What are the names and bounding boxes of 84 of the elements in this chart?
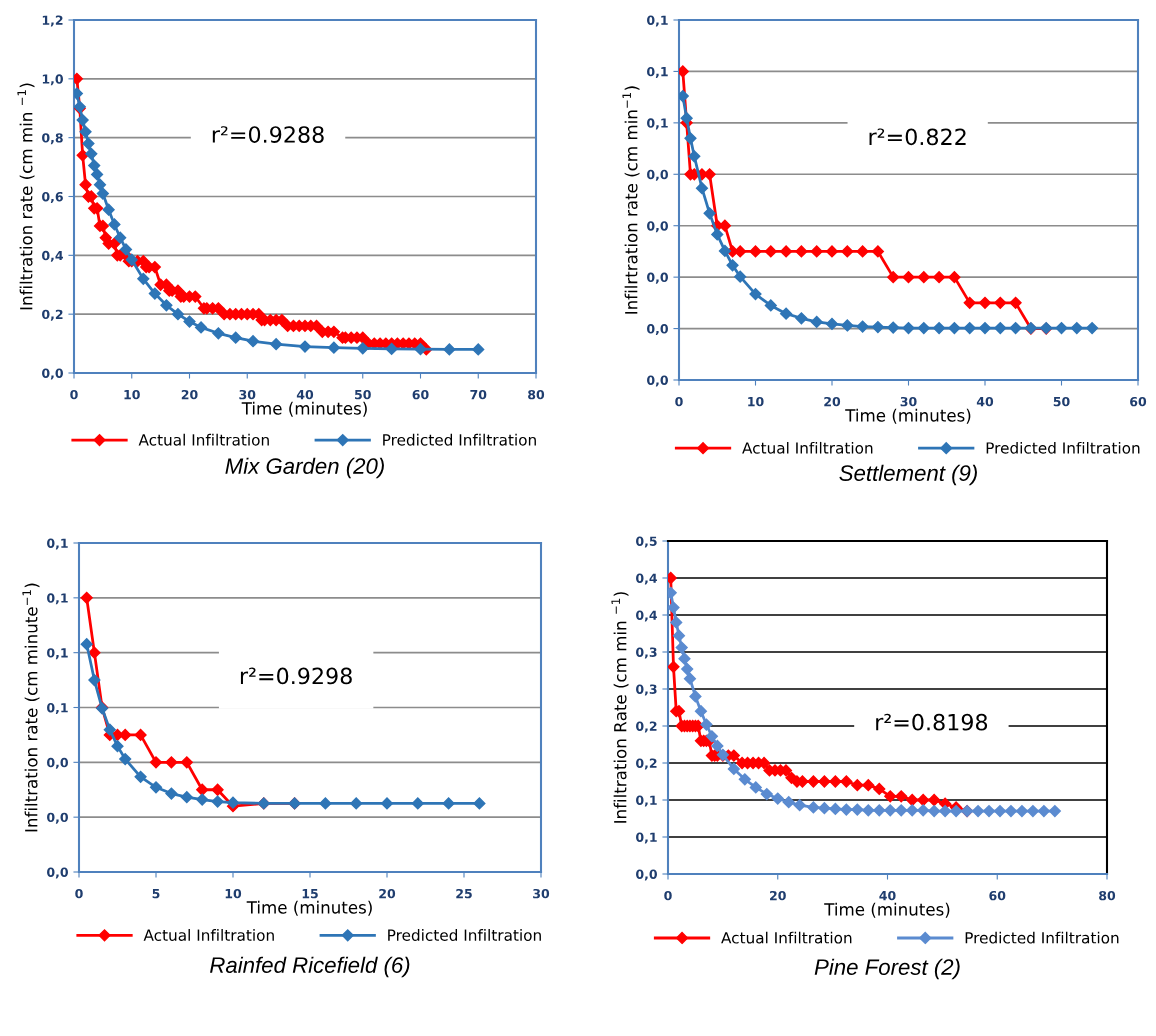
legend-label: Predicted Infiltration [965,931,1119,944]
y-tick-label: 0,1 [647,118,668,130]
y-tick-label: 0,0 [47,867,68,879]
annotation: r²=0.8198 [876,713,988,731]
x-tick-label: 10 [124,389,140,400]
x-tick-label: 60 [989,890,1006,901]
x-axis-title: Time (minutes) [246,900,372,916]
legend-label: Actual Infiltration [138,433,269,446]
y-tick-label: 0,3 [636,684,657,696]
x-tick-label: 0 [675,396,683,407]
text: Mix Garden (20) [225,457,384,479]
y-axis-title: Infiltration Rate (cm min $^{−1}$) [611,592,629,823]
x-tick-label: 70 [470,389,487,400]
y-tick-label: 0,5 [636,536,657,548]
y-tick-label: 0,0 [647,169,668,181]
y-tick-label: 0,1 [47,702,68,715]
y-tick-label: 0,1 [636,832,657,844]
annotation: r²=0.9288 [212,126,324,143]
y-tick-label: 1,2 [42,15,63,27]
legend-label: Predicted Infiltration [383,433,536,446]
x-tick-label: 15 [302,889,318,899]
legend-label: Actual Infiltration [742,441,873,454]
y-tick-label: 0,0 [42,368,63,380]
y-tick-label: 0,2 [636,758,657,770]
y-tick-label: 0,4 [42,250,64,262]
x-tick-label: 30 [533,888,550,899]
x-tick-label: 50 [1053,396,1070,407]
x-tick-label: 60 [1130,396,1147,407]
x-tick-label: 40 [879,890,896,901]
x-tick-label: 30 [239,389,256,400]
y-tick-label: 0,1 [47,648,68,660]
y-tick-label: 0,0 [647,221,668,233]
y-axis-title: Infiltration rate (cm minute$^{−1}$) [22,583,40,832]
x-tick-label: 80 [1099,890,1116,901]
y-tick-label: 0,1 [47,538,68,550]
y-tick-label: 1,0 [42,74,63,86]
y-tick-label: 0,0 [47,812,68,824]
y-axis-title: Infilrtration rate (cm min$^{−1}$) [622,86,640,314]
x-tick-label: 5 [152,889,160,899]
y-tick-label: 0,0 [647,272,668,284]
x-tick-label: 20 [181,389,198,400]
y-tick-label: 0,0 [636,869,657,881]
legend-label: Actual Infiltration [721,931,852,944]
y-tick-label: 0,6 [42,191,63,204]
x-tick-label: 20 [770,890,786,901]
y-tick-label: 0,1 [647,66,668,78]
y-tick-label: 0,0 [47,757,68,769]
x-tick-label: 0 [664,890,672,901]
x-tick-label: 30 [900,396,917,407]
y-tick-label: 0,4 [636,573,658,585]
y-tick-label: 0,0 [647,375,668,387]
y-tick-label: 0,2 [636,721,657,733]
annotation: r²=0.822 [869,128,966,146]
text: Rainfed Ricefield (6) [210,956,410,978]
text: Settlement (9) [839,464,977,486]
y-tick-label: 0,4 [636,610,658,622]
x-tick-label: 20 [824,396,841,407]
y-tick-label: 0,1 [647,15,668,27]
annotation: r²=0.9298 [240,667,352,685]
x-tick-label: 0 [70,389,78,400]
x-tick-label: 10 [748,396,764,407]
y-axis-title: Infiltration rate (cm min $^{−1}$) [17,83,35,310]
y-tick-label: 0,3 [636,647,657,659]
x-tick-label: 40 [976,396,994,407]
y-tick-label: 0,8 [42,133,63,145]
legend-label: Predicted Infiltration [986,441,1140,454]
y-tick-label: 0,0 [647,324,668,336]
x-tick-label: 60 [412,389,429,400]
x-axis-title: Time (minutes) [845,408,971,424]
x-tick-label: 50 [355,389,371,400]
x-tick-label: 40 [296,389,314,400]
y-tick-label: 0,1 [47,593,68,605]
legend-label: Predicted Infiltration [388,929,541,941]
x-tick-label: 0 [75,888,83,899]
legend-label: Actual Infiltration [143,929,274,941]
x-tick-label: 10 [225,888,242,899]
x-tick-label: 25 [456,888,472,899]
x-tick-label: 20 [379,888,396,899]
y-tick-label: 0,2 [42,309,63,321]
text: Pine Forest (2) [814,958,960,980]
x-axis-title: Time (minutes) [824,902,950,918]
x-tick-label: 80 [528,389,545,400]
x-axis-title: Time (minutes) [241,401,367,417]
y-tick-label: 0,1 [636,795,657,807]
